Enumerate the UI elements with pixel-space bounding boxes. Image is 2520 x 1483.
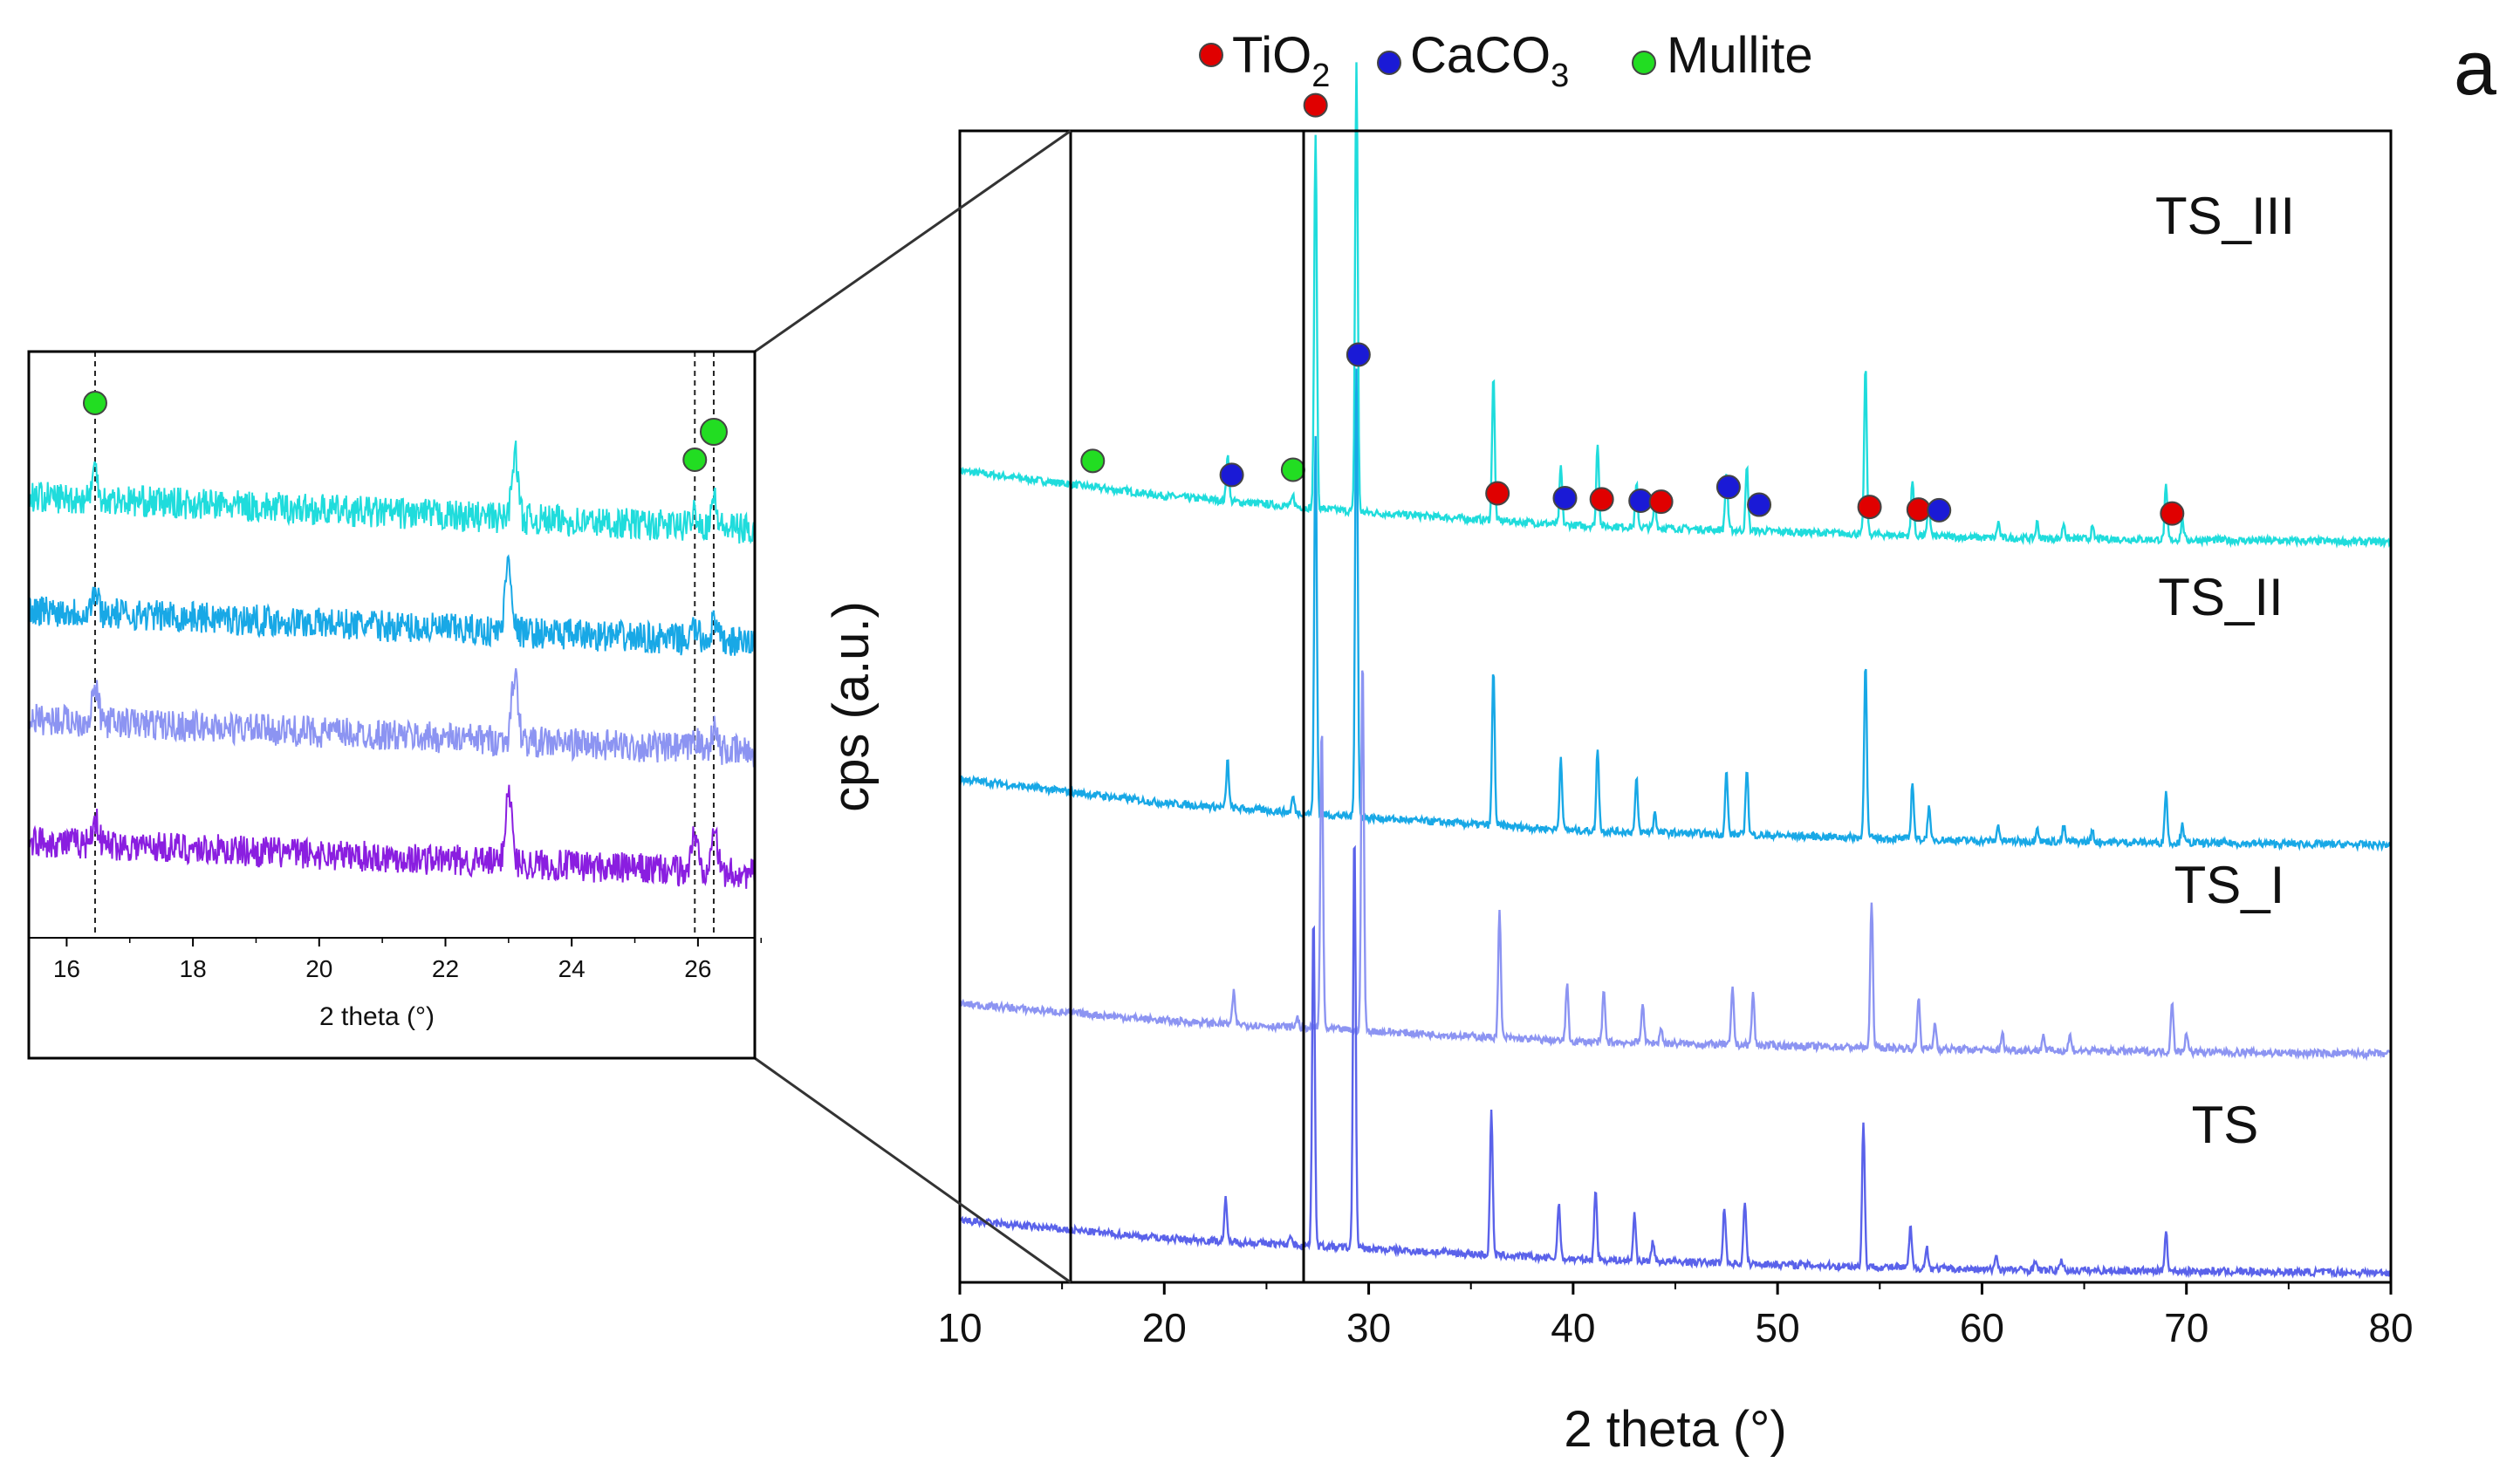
main-plot: TS_III TS_II TS_I TS 10 20 30 40 50 60 70 80 <box>937 62 2414 1350</box>
inset-x-tick-label-20: 20 <box>305 955 332 982</box>
phase-marker-caco3-6 <box>1552 485 1578 510</box>
series-line-ts <box>959 844 2392 1280</box>
series-label-ts: TS <box>2192 1096 2259 1154</box>
inset-series-line-ts-ii <box>28 554 756 656</box>
phase-marker-mullite-2 <box>1280 457 1305 482</box>
phase-marker-tio2-9 <box>1648 489 1674 515</box>
inset-phase-marker-1 <box>682 448 708 472</box>
legend-label-mullite: Mullite <box>1667 27 1813 84</box>
main-x-tick-label-60: 60 <box>1960 1305 2004 1350</box>
inset-x-tick-label-26: 26 <box>684 955 711 982</box>
zoom-connector-top <box>754 129 1072 353</box>
zoom-connector-bottom <box>754 1056 1072 1284</box>
phase-marker-caco3-11 <box>1747 492 1772 517</box>
legend-marker-caco3 <box>1377 51 1401 75</box>
phase-marker-tio2-12 <box>1857 495 1882 520</box>
panel-letter: a <box>2454 24 2496 111</box>
main-x-tick-label-80: 80 <box>2368 1305 2413 1350</box>
phase-marker-caco3-1 <box>1219 462 1244 488</box>
inset-x-tick-label-18: 18 <box>180 955 207 982</box>
phase-marker-caco3-14 <box>1927 497 1952 523</box>
series-line-ts-iii <box>958 62 2392 549</box>
legend-label-tio2: TiO2 <box>1232 27 1330 94</box>
inset-x-axis-label: 2 theta (°) <box>319 1002 435 1031</box>
series-line-ts-ii <box>958 368 2391 852</box>
legend-marker-tio2 <box>1199 43 1223 67</box>
main-x-tick-label-40: 40 <box>1551 1305 1595 1350</box>
phase-marker-tio2-13 <box>1906 497 1931 523</box>
inset-x-tick-label-24: 24 <box>558 955 585 982</box>
inset-series-line-ts-i <box>28 667 756 768</box>
phase-marker-tio2-3 <box>1303 92 1328 118</box>
main-x-tick-label-10: 10 <box>937 1305 982 1350</box>
inset-background <box>29 352 755 1058</box>
legend-marker-mullite <box>1632 51 1656 75</box>
inset-series-line-ts <box>28 784 756 889</box>
main-x-tick-label-70: 70 <box>2164 1305 2208 1350</box>
phase-marker-caco3-4 <box>1346 342 1371 367</box>
phase-marker-mullite-0 <box>1080 448 1106 474</box>
phase-marker-tio2-7 <box>1589 487 1614 512</box>
legend: TiO2 CaCO3 Mullite <box>1199 27 1813 94</box>
inset-phase-marker-0 <box>82 391 107 415</box>
series-line-ts-i <box>958 670 2392 1062</box>
series-label-ts-ii: TS_II <box>2158 568 2283 626</box>
inset-x-tick-label-16: 16 <box>53 955 80 982</box>
series-label-ts-iii: TS_III <box>2155 187 2295 245</box>
inset-frame <box>27 350 757 1060</box>
main-y-axis-label: cps (a.u.) <box>823 601 880 812</box>
inset-series-line-ts-iii <box>28 441 756 544</box>
main-x-tick-label-20: 20 <box>1142 1305 1187 1350</box>
main-plot-frame <box>958 129 2393 1284</box>
main-x-axis-label: 2 theta (°) <box>1564 1401 1786 1458</box>
inset-x-tick-label-22: 22 <box>432 955 459 982</box>
phase-marker-caco3-10 <box>1715 475 1741 500</box>
phase-marker-caco3-8 <box>1628 489 1654 514</box>
main-x-tick-label-30: 30 <box>1346 1305 1391 1350</box>
legend-label-caco3: CaCO3 <box>1410 27 1569 94</box>
phase-marker-tio2-15 <box>2160 501 2185 526</box>
zoom-region-box <box>1069 129 1305 1284</box>
phase-marker-tio2-5 <box>1485 481 1510 506</box>
inset-phase-marker-2 <box>699 418 728 446</box>
main-x-tick-label-50: 50 <box>1756 1305 1800 1350</box>
inset-plot: 16 18 20 22 24 26 <box>28 352 762 982</box>
series-label-ts-i: TS_I <box>2174 856 2285 914</box>
